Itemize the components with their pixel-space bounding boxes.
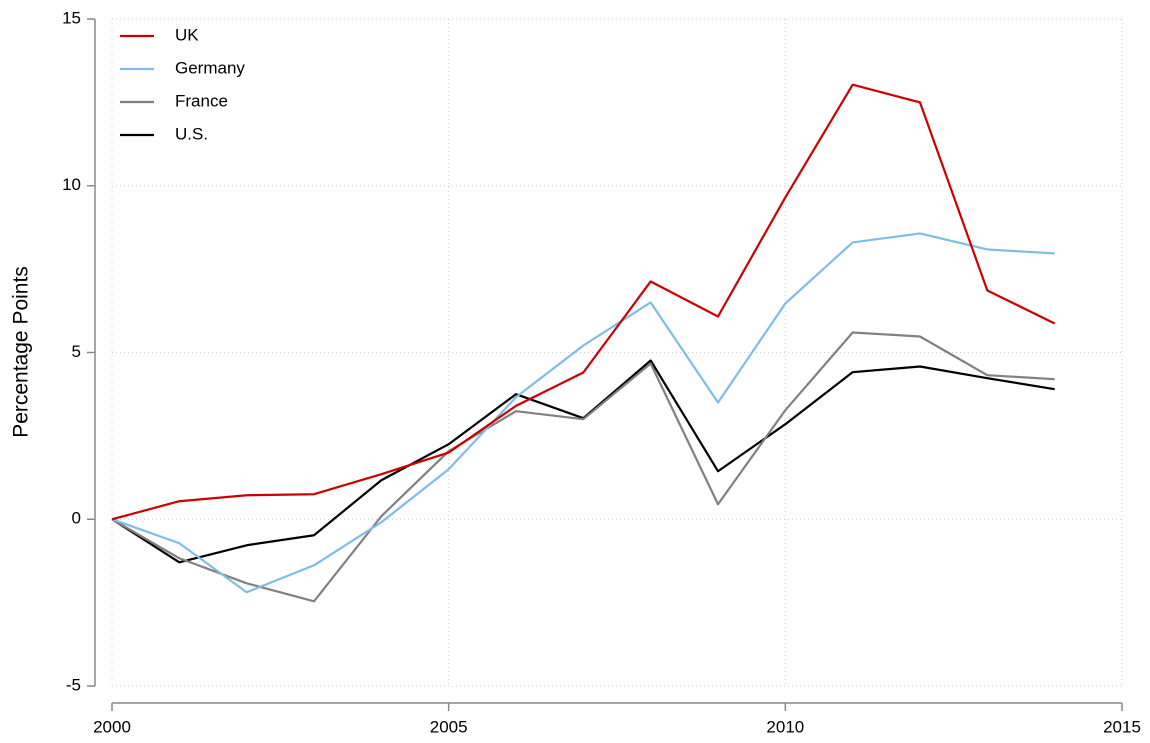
legend-label: UK <box>175 25 199 44</box>
y-tick-label: 0 <box>72 509 81 528</box>
legend-label: France <box>175 91 228 110</box>
x-tick-label: 2005 <box>430 717 468 736</box>
legend-label: U.S. <box>175 124 208 143</box>
x-tick-label: 2010 <box>766 717 804 736</box>
y-tick-label: 5 <box>72 342 81 361</box>
y-tick-label: 15 <box>62 8 81 27</box>
y-tick-label: -5 <box>66 675 81 694</box>
legend-label: Germany <box>175 58 245 77</box>
line-series <box>111 331 1055 603</box>
y-axis-label: Percentage Points <box>10 266 33 438</box>
x-tick-label: 2000 <box>93 717 131 736</box>
y-tick-label: 10 <box>62 175 81 194</box>
line-series <box>111 232 1055 594</box>
line-series <box>111 359 1055 564</box>
x-tick-label: 2015 <box>1103 717 1141 736</box>
line-series <box>111 83 1056 521</box>
